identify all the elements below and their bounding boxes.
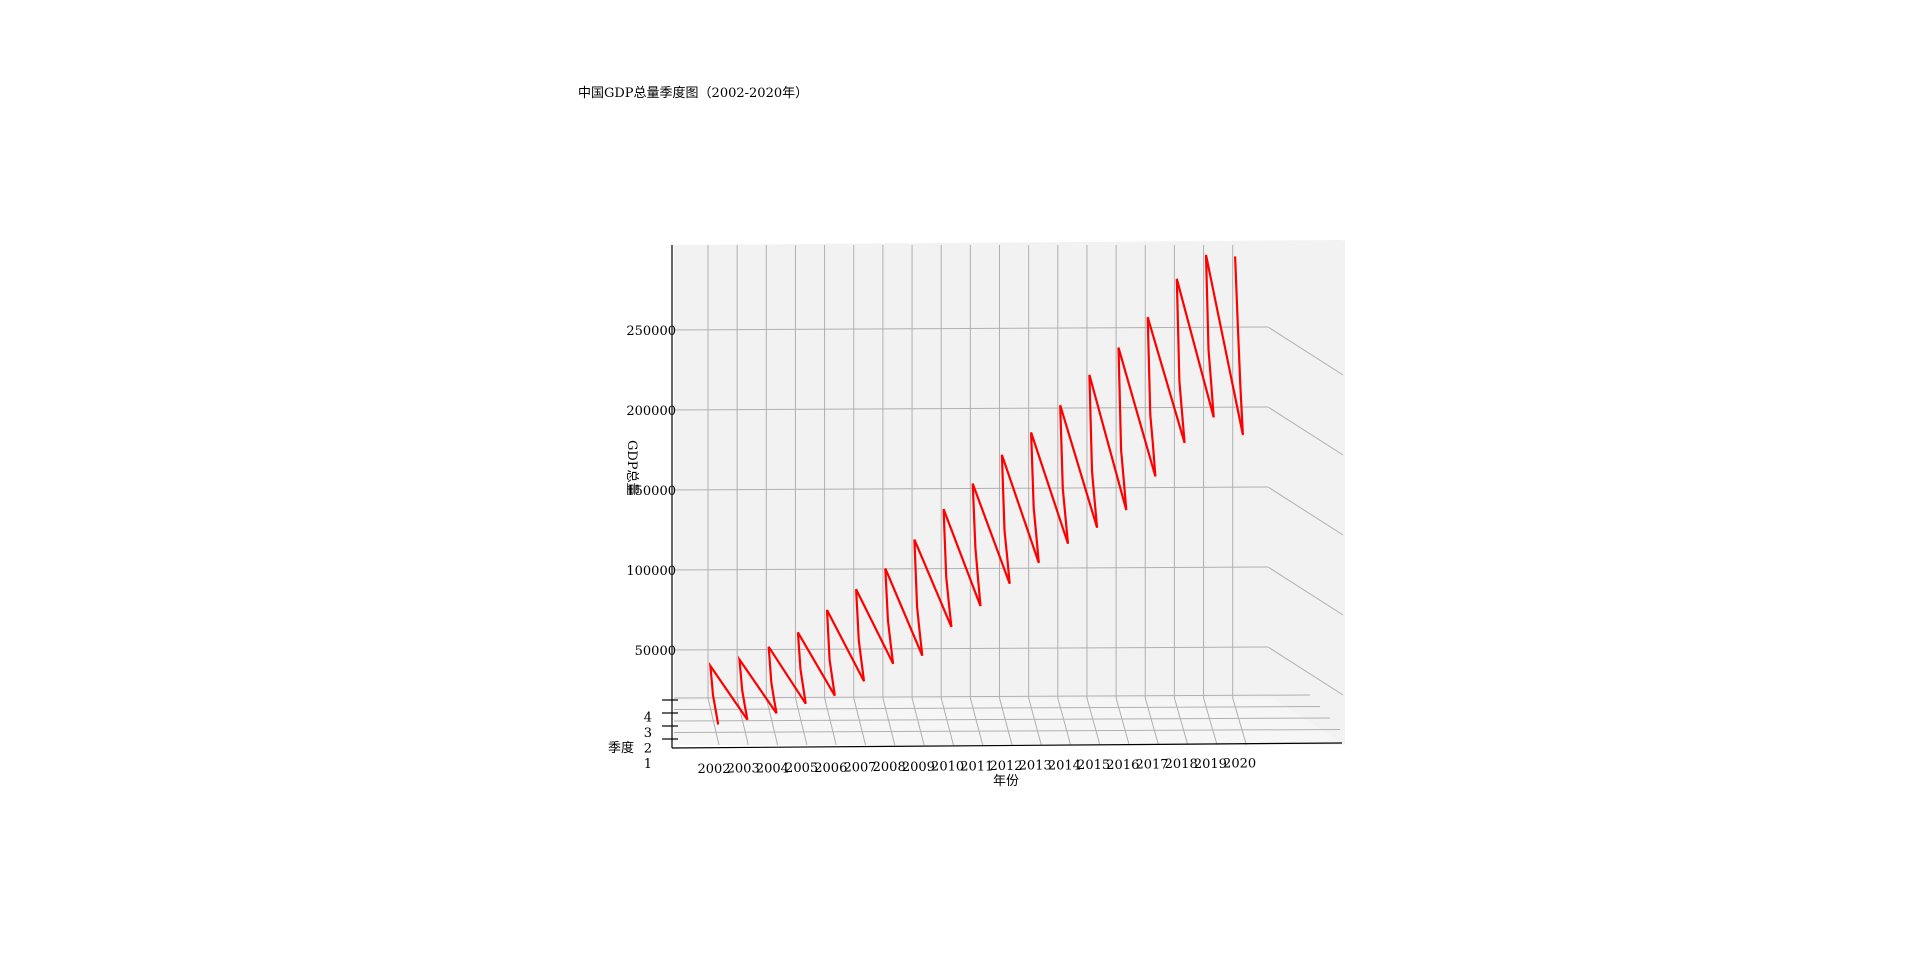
grid-floor-depth bbox=[1203, 697, 1218, 746]
grid-floor-depth bbox=[999, 697, 1013, 746]
grid-floor-depth bbox=[853, 697, 866, 746]
grid-horizontal bbox=[673, 486, 1269, 491]
x-axis-label: 年份 bbox=[993, 774, 1019, 789]
y-tick-label: 2 bbox=[644, 742, 652, 757]
series-line-gdp bbox=[708, 254, 1244, 725]
x-tick-label: 2009 bbox=[902, 760, 935, 775]
y-tick-label: 3 bbox=[644, 726, 652, 741]
x-tick-label: 2007 bbox=[843, 761, 876, 776]
grid-floor-depth bbox=[794, 697, 808, 746]
z-tick-label: 150000 bbox=[626, 484, 676, 499]
z-axis-label: GDP总量 bbox=[624, 440, 639, 496]
x-tick-label: 2004 bbox=[756, 761, 789, 776]
grid-floor-quarter bbox=[673, 706, 1321, 710]
back-wall-pane bbox=[674, 240, 1342, 745]
x-tick-label: 2006 bbox=[814, 761, 847, 776]
y-tick-label: 4 bbox=[644, 711, 652, 726]
chart-series bbox=[708, 254, 1244, 725]
x-tick-label: 2013 bbox=[1019, 759, 1052, 774]
x-tick-label: 2019 bbox=[1194, 757, 1227, 772]
grid-horizontal bbox=[673, 406, 1269, 411]
x-tick-label: 2010 bbox=[931, 760, 964, 775]
grid-horizontal bbox=[673, 326, 1269, 331]
grid-floor-depth bbox=[1232, 697, 1247, 746]
z-tick-label: 50000 bbox=[635, 644, 676, 659]
grid-floor-depth bbox=[882, 697, 896, 746]
grid-floor-depth bbox=[969, 697, 984, 746]
grid-side bbox=[1267, 406, 1344, 456]
z-tick-label: 200000 bbox=[626, 404, 676, 419]
grid-floor-depth bbox=[911, 697, 925, 746]
grid-floor-depth bbox=[765, 697, 779, 746]
grid-floor-depth bbox=[1115, 697, 1130, 746]
x-tick-label: 2015 bbox=[1077, 758, 1110, 773]
x-tick-label: 2002 bbox=[697, 762, 730, 777]
x-tick-label: 2008 bbox=[873, 760, 906, 775]
y-axis-label: 季度 bbox=[608, 740, 634, 756]
grid-horizontal bbox=[673, 646, 1269, 651]
grid-floor-depth bbox=[940, 697, 954, 746]
z-tick-label: 250000 bbox=[626, 324, 676, 339]
chart-panes bbox=[674, 240, 1345, 745]
grid-floor-depth bbox=[1144, 697, 1159, 746]
x-tick-label: 2011 bbox=[960, 759, 993, 774]
x-tick-label: 2016 bbox=[1106, 758, 1139, 773]
x-tick-label: 2005 bbox=[785, 761, 818, 776]
x-tick-label: 2014 bbox=[1048, 758, 1081, 773]
z-tick-label: 100000 bbox=[626, 564, 676, 579]
grid-side bbox=[1267, 646, 1344, 696]
x-tick-label: 2017 bbox=[1135, 758, 1168, 773]
grid-side bbox=[1267, 566, 1344, 616]
chart-tick-labels: 2002200320042005200620072008200920102011… bbox=[626, 324, 1256, 777]
grid-floor-quarter bbox=[673, 729, 1341, 733]
chart-axes bbox=[662, 245, 1343, 749]
x-tick-label: 2003 bbox=[727, 762, 760, 777]
grid-floor-depth bbox=[1173, 697, 1189, 746]
grid-floor-depth bbox=[1057, 697, 1072, 746]
grid-floor-depth bbox=[824, 697, 837, 746]
x-axis-line bbox=[671, 742, 1343, 749]
x-tick-label: 2018 bbox=[1165, 757, 1198, 772]
x-tick-label: 2012 bbox=[989, 759, 1022, 774]
chart-title: 中国GDP总量季度图（2002-2020年） bbox=[578, 85, 808, 101]
chart-gridlines bbox=[673, 245, 1344, 746]
grid-horizontal bbox=[673, 566, 1269, 571]
grid-side bbox=[1267, 486, 1344, 536]
y-tick-label: 1 bbox=[644, 757, 652, 772]
grid-floor-depth bbox=[1086, 697, 1101, 746]
grid-floor-quarter bbox=[673, 694, 1311, 699]
grid-side bbox=[1267, 326, 1344, 376]
x-tick-label: 2020 bbox=[1223, 757, 1256, 772]
side-wall-pane bbox=[1272, 240, 1345, 745]
grid-floor-depth bbox=[1028, 697, 1042, 746]
grid-floor-quarter bbox=[673, 717, 1331, 722]
grid-floor-depth bbox=[707, 697, 720, 746]
